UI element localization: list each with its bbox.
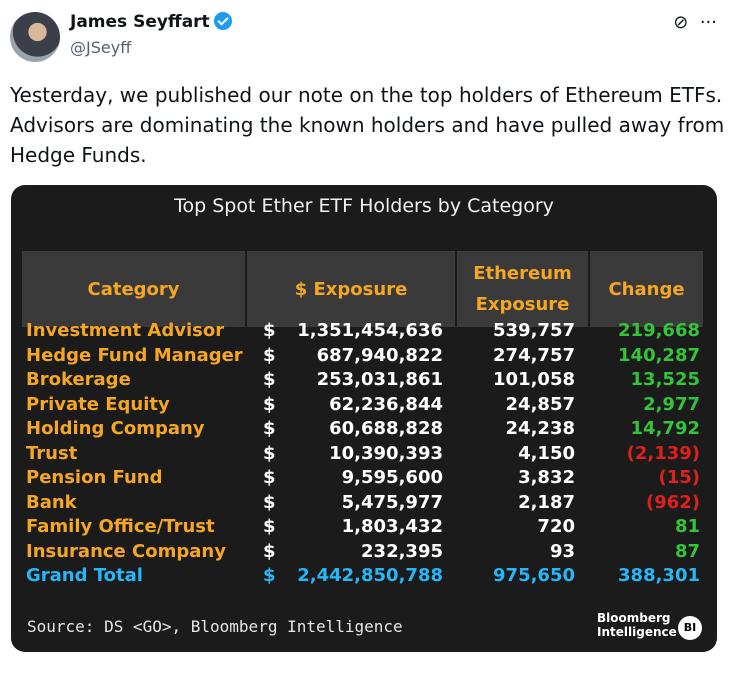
- eth-exposure: 101,058: [493, 369, 575, 390]
- change: (15): [658, 467, 700, 488]
- currency: $: [263, 418, 276, 439]
- source: Source: DS <GO>, Bloomberg Intelligence: [27, 617, 403, 636]
- column-header: Ethereum Exposure: [457, 251, 590, 327]
- eth-exposure: 24,238: [505, 418, 575, 439]
- eth-exposure: 720: [537, 516, 575, 537]
- eth-exposure: 2,187: [518, 491, 575, 513]
- category: Investment Advisor: [26, 320, 225, 341]
- category: Grand Total: [26, 565, 143, 586]
- tweet-tools: ⊘ ···: [673, 12, 717, 33]
- column-header: Category: [22, 251, 247, 327]
- tweet-text: Yesterday, we published our note on the …: [10, 80, 725, 170]
- text-line: Advisors are dominating the known holder…: [10, 113, 725, 137]
- text-line: Hedge Funds.: [10, 143, 147, 167]
- category: Hedge Fund Manager: [26, 344, 243, 366]
- change: (962): [645, 491, 700, 513]
- category: Family Office/Trust: [26, 516, 215, 537]
- exposure: 10,390,393: [329, 442, 443, 464]
- eth-exposure: 4,150: [518, 442, 575, 464]
- brand: Bloomberg Intelligence: [597, 611, 677, 639]
- category: Brokerage: [26, 369, 131, 390]
- category: Pension Fund: [26, 467, 163, 488]
- currency: $: [263, 369, 276, 390]
- change: 13,525: [630, 369, 700, 390]
- exposure: 2,442,850,788: [297, 565, 443, 586]
- eth-exposure: 3,832: [518, 467, 575, 488]
- eth-exposure: 975,650: [493, 565, 575, 586]
- exposure: 9,595,600: [341, 467, 443, 488]
- brand-line: Intelligence: [597, 625, 677, 639]
- change: 219,668: [618, 320, 700, 341]
- exposure: 687,940,822: [316, 344, 443, 366]
- text-line: Yesterday, we published our note on the …: [10, 83, 723, 107]
- currency: $: [263, 393, 276, 415]
- currency: $: [263, 565, 276, 586]
- category: Trust: [26, 442, 78, 464]
- currency: $: [263, 442, 276, 464]
- exposure: 1,803,432: [341, 516, 443, 537]
- currency: $: [263, 516, 276, 537]
- exposure: 5,475,977: [341, 491, 443, 513]
- brand-line: Bloomberg: [597, 611, 671, 625]
- avatar[interactable]: [10, 12, 60, 62]
- currency: $: [263, 344, 276, 366]
- change: 14,792: [630, 418, 700, 439]
- author-name[interactable]: James Seyffart: [70, 12, 210, 32]
- author-row: James Seyffart: [70, 12, 232, 32]
- exposure: 62,236,844: [329, 393, 443, 415]
- exposure: 253,031,861: [316, 369, 443, 390]
- change: 388,301: [618, 565, 700, 586]
- grok-icon[interactable]: ⊘: [673, 12, 689, 33]
- category: Insurance Company: [26, 540, 226, 562]
- change: (2,139): [626, 442, 700, 464]
- eth-exposure: 93: [549, 540, 575, 562]
- change: 81: [674, 516, 700, 537]
- verified-badge: [213, 12, 232, 30]
- change: 2,977: [643, 393, 700, 415]
- category: Bank: [26, 491, 77, 513]
- currency: $: [263, 320, 276, 341]
- more-menu[interactable]: ···: [699, 12, 717, 33]
- currency: $: [263, 540, 276, 562]
- change: 87: [674, 540, 700, 562]
- author-handle[interactable]: @JSeyff: [70, 38, 132, 57]
- brand-mark: BI: [678, 616, 702, 640]
- eth-exposure: 274,757: [493, 344, 575, 366]
- table-image[interactable]: Top Spot Ether ETF Holders by Category C…: [11, 185, 717, 652]
- table-title: Top Spot Ether ETF Holders by Category: [174, 195, 554, 217]
- category: Private Equity: [26, 393, 170, 415]
- currency: $: [263, 491, 276, 513]
- exposure: 60,688,828: [329, 418, 443, 439]
- eth-exposure: 24,857: [505, 393, 575, 415]
- change: 140,287: [618, 344, 700, 366]
- column-header: Change: [590, 251, 705, 327]
- currency: $: [263, 467, 276, 488]
- exposure: 1,351,454,636: [297, 320, 443, 341]
- eth-exposure: 539,757: [493, 320, 575, 341]
- category: Holding Company: [26, 418, 205, 439]
- exposure: 232,395: [361, 540, 443, 562]
- column-header: $ Exposure: [247, 251, 457, 327]
